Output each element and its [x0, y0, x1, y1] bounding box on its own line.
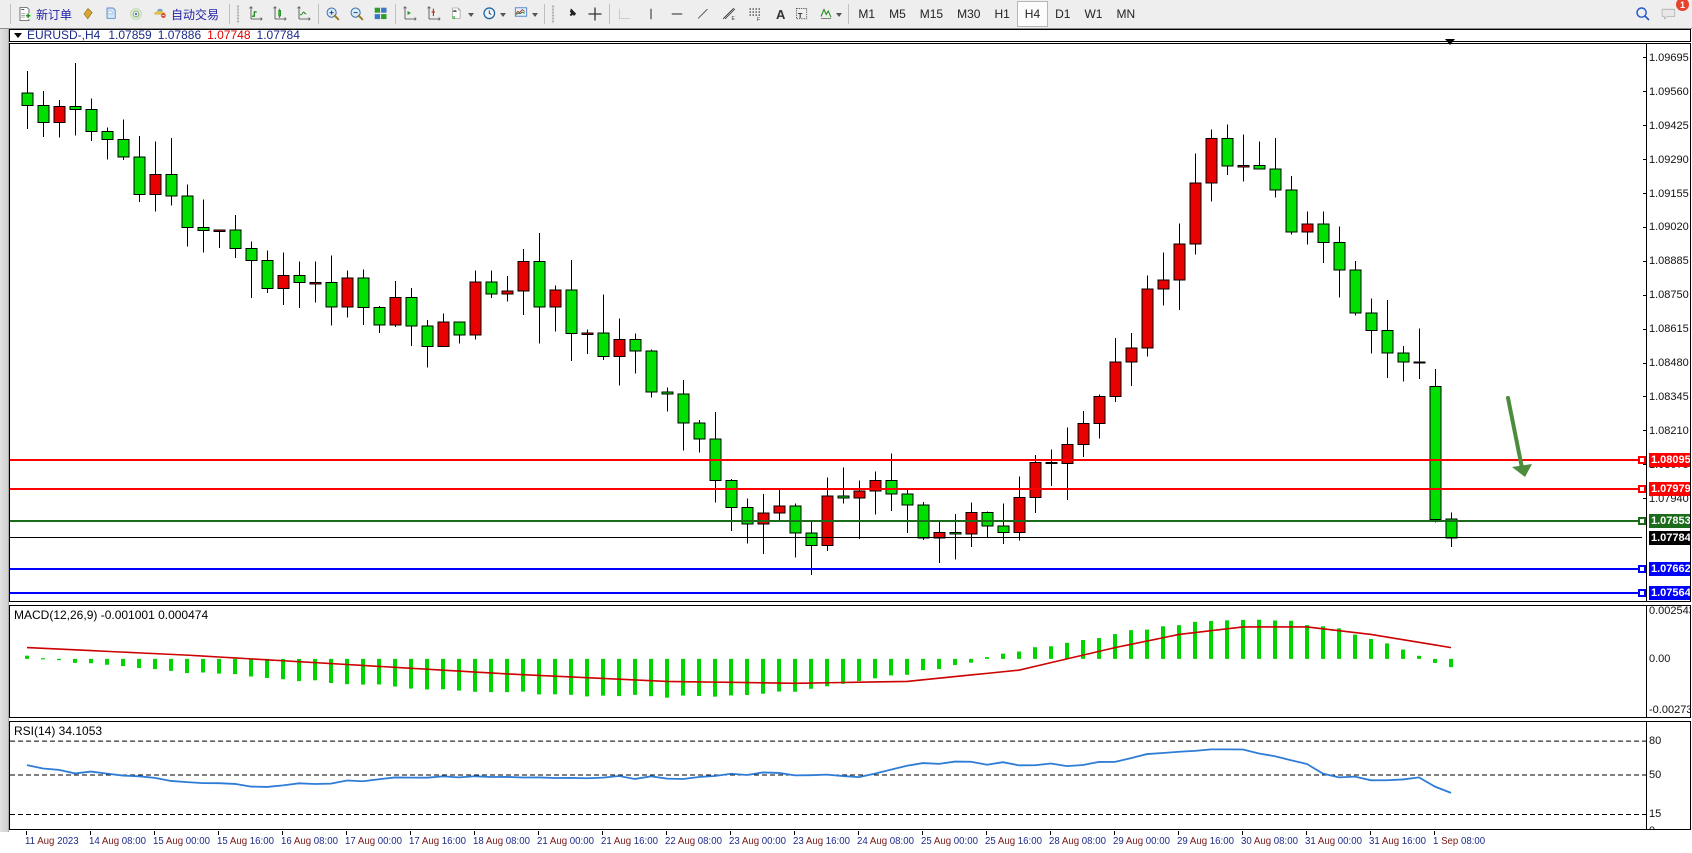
- svg-text:T: T: [798, 10, 803, 19]
- svg-text:F: F: [757, 17, 760, 22]
- svg-text:E: E: [732, 16, 736, 22]
